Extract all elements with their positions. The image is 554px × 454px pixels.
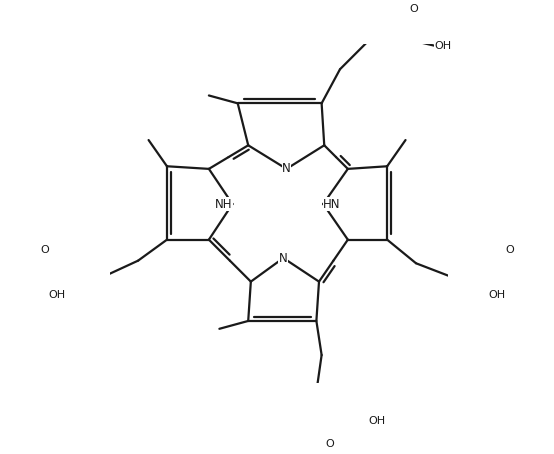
Text: N: N <box>279 252 288 265</box>
Text: O: O <box>325 439 334 449</box>
Text: O: O <box>409 4 418 14</box>
Text: HN: HN <box>323 197 341 211</box>
Text: O: O <box>40 245 49 255</box>
Text: OH: OH <box>369 415 386 425</box>
Text: OH: OH <box>48 290 65 300</box>
Text: NH: NH <box>215 197 233 211</box>
Text: OH: OH <box>489 290 506 300</box>
Text: O: O <box>505 245 514 255</box>
Text: OH: OH <box>434 41 452 51</box>
Text: N: N <box>282 163 291 175</box>
